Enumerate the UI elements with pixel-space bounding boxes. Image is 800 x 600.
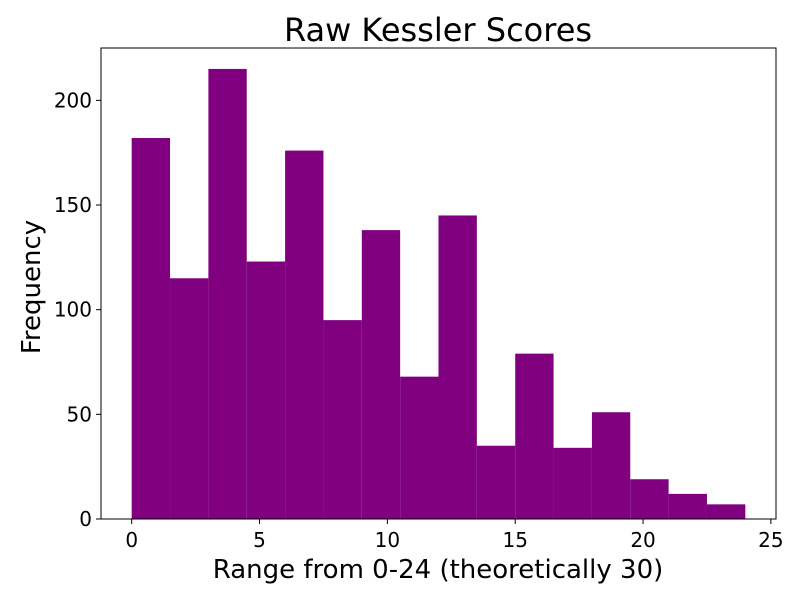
- x-tick-label-0: 0: [125, 528, 138, 552]
- histogram-bar-6: [361, 230, 401, 519]
- histogram-bar-15: [706, 504, 746, 519]
- chart-title: Raw Kessler Scores: [284, 11, 592, 49]
- histogram-bar-12: [591, 412, 631, 519]
- plot-frame: [100, 47, 777, 520]
- x-tick-label-1: 5: [253, 528, 266, 552]
- y-tick-label-3: 150: [54, 193, 92, 217]
- histogram-bar-11: [553, 447, 592, 519]
- histogram-bar-1: [170, 278, 209, 519]
- x-axis-label: Range from 0-24 (theoretically 30): [213, 555, 664, 585]
- x-tick-label-3: 15: [502, 528, 527, 552]
- x-tick-label-5: 25: [758, 528, 783, 552]
- histogram-bar-13: [630, 479, 669, 519]
- y-tick-label-0: 0: [79, 507, 92, 531]
- y-tick-label-1: 50: [67, 402, 92, 426]
- y-tick-label-4: 200: [54, 88, 92, 112]
- histogram-bar-2: [208, 68, 247, 519]
- y-tick-label-2: 100: [54, 298, 92, 322]
- histogram-bar-8: [438, 215, 477, 519]
- histogram-bar-14: [668, 493, 707, 519]
- x-axis-ticks: 0 5 10 15 20 25: [125, 519, 784, 552]
- y-axis-ticks: 0 50 100 150 200: [54, 88, 101, 531]
- histogram-bar-5: [323, 320, 362, 519]
- bars-group: [131, 68, 746, 519]
- y-axis-label: Frequency: [17, 220, 47, 354]
- histogram-bar-9: [476, 445, 516, 519]
- histogram-bar-3: [246, 261, 286, 519]
- histogram-bar-0: [131, 138, 171, 519]
- x-tick-label-4: 20: [630, 528, 655, 552]
- histogram-bar-7: [400, 376, 439, 519]
- x-tick-label-2: 10: [375, 528, 400, 552]
- histogram-bar-10: [515, 353, 554, 519]
- histogram-bar-4: [285, 150, 324, 519]
